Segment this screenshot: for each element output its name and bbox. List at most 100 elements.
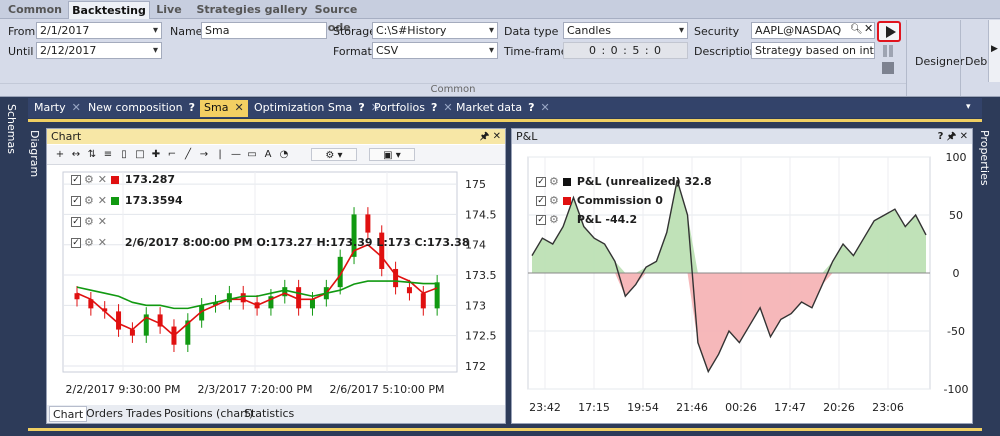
properties-side-tab[interactable]: Properties bbox=[978, 130, 991, 186]
hline-icon[interactable]: — bbox=[231, 149, 241, 160]
name-label: Name bbox=[170, 25, 203, 38]
legend-checkbox[interactable]: ✓ bbox=[536, 177, 546, 187]
tabs-dropdown-icon[interactable]: ▾ bbox=[966, 102, 971, 112]
diagram-side-tab[interactable]: Diagram bbox=[28, 130, 41, 178]
bottom-tab-chart[interactable]: Chart bbox=[49, 406, 88, 422]
legend-gear-icon[interactable]: ⚙ bbox=[549, 213, 559, 226]
legend-gear-icon[interactable]: ⚙ bbox=[549, 175, 559, 188]
doc-tab-market-data[interactable]: Market data? ✕ bbox=[456, 100, 550, 117]
legend-checkbox[interactable]: ✓ bbox=[71, 238, 81, 248]
comment-icon[interactable]: □ bbox=[135, 149, 145, 160]
settings-dropdown-icon[interactable]: ⚙ ▾ bbox=[311, 148, 357, 161]
x-tick-label: 23:06 bbox=[872, 401, 904, 414]
arrow-tool-icon[interactable]: → bbox=[199, 149, 209, 160]
start-button[interactable] bbox=[877, 21, 901, 42]
schemas-side-tab[interactable]: Schemas bbox=[5, 104, 18, 154]
legend-gear-icon[interactable]: ⚙ ✕ bbox=[84, 194, 107, 207]
candle-body bbox=[365, 214, 371, 233]
text-tool-icon[interactable]: A bbox=[264, 149, 272, 160]
ribbon-tab-source-code[interactable]: Source code bbox=[314, 3, 358, 34]
bottom-tab-trades[interactable]: Trades bbox=[126, 407, 162, 420]
legend-checkbox[interactable]: ✓ bbox=[71, 196, 81, 206]
legend-label: P&L (unrealized) bbox=[576, 175, 681, 188]
format-label: Format bbox=[333, 45, 372, 58]
doc-tab-marty[interactable]: Marty ✕ bbox=[34, 100, 81, 117]
legend-checkbox[interactable]: ✓ bbox=[71, 175, 81, 185]
from-date-picker[interactable]: 2/1/2017 bbox=[36, 22, 162, 39]
legend-checkbox[interactable]: ✓ bbox=[536, 196, 546, 206]
pl-panel-controls-icon[interactable]: ? 🖈︎ ✕ bbox=[937, 131, 968, 142]
legend-checkbox[interactable]: ✓ bbox=[536, 215, 546, 225]
help-icon[interactable]: ? bbox=[358, 101, 365, 114]
ribbon-scroll-right[interactable]: ▶ bbox=[988, 20, 1000, 82]
bottom-tab-positions-chart-[interactable]: Positions (chart) bbox=[164, 407, 254, 420]
close-tab-icon[interactable]: ✕ bbox=[540, 101, 550, 114]
x-tick-label: 17:47 bbox=[774, 401, 806, 414]
plot-area bbox=[62, 171, 458, 373]
chart-panel: Chart 🖈︎ ✕ + ↔ ⇅ ≡ ▯ □ ✚ ⌐ ╱ → | — ▭ A ◔ ⚙ ▾ ▣ ▾ 175 174.… bbox=[46, 128, 506, 424]
doc-tab-portfolios[interactable]: Portfolios? ✕ bbox=[374, 100, 453, 117]
doc-tab-sma[interactable]: Sma ✕ bbox=[200, 100, 248, 117]
legend-gear-icon[interactable]: ⚙ bbox=[549, 194, 559, 207]
vline-icon[interactable]: | bbox=[218, 149, 222, 160]
storage-select[interactable]: C:\S#History bbox=[372, 22, 498, 39]
ribbon-tab-live[interactable]: Live bbox=[156, 3, 182, 16]
until-date-picker[interactable]: 2/12/2017 bbox=[36, 42, 162, 59]
legend-gear-icon[interactable]: ⚙ ✕ bbox=[84, 173, 107, 186]
close-tab-icon[interactable]: ✕ bbox=[234, 101, 244, 114]
pause-icon[interactable] bbox=[882, 45, 894, 57]
name-input[interactable]: Sma bbox=[201, 22, 327, 39]
legend-value: 173.3594 bbox=[124, 194, 183, 207]
swap-icon[interactable]: ⇅ bbox=[87, 149, 97, 160]
close-tab-icon[interactable]: ✕ bbox=[443, 101, 453, 114]
y-tick-label: 172 bbox=[465, 360, 486, 373]
zoom-icon[interactable]: ↔ bbox=[71, 149, 81, 160]
debug-button[interactable]: Deb bbox=[965, 55, 988, 68]
legend-label: Commission bbox=[576, 194, 652, 207]
close-tab-icon[interactable]: ✕ bbox=[370, 101, 380, 114]
chart-legend-row: ✓ ⚙ ✕ 2/6/2017 8:00:00 PM O:173.27 H:173.3… bbox=[71, 236, 469, 249]
save-dropdown-icon[interactable]: ▣ ▾ bbox=[369, 148, 415, 161]
clear-icon[interactable]: ✕ bbox=[864, 22, 874, 35]
bottom-tab-statistics[interactable]: Statistics bbox=[244, 407, 295, 420]
cross-icon[interactable]: + bbox=[55, 149, 65, 160]
security-input[interactable]: AAPL@NASDAQ bbox=[751, 22, 875, 39]
doc-tab-optimization-sma[interactable]: Optimization Sma? ✕ bbox=[254, 100, 380, 117]
designer-button[interactable]: Designer bbox=[915, 55, 965, 68]
line-tool-icon[interactable]: ╱ bbox=[184, 149, 192, 160]
help-icon[interactable]: ? bbox=[430, 101, 438, 114]
close-tab-icon[interactable]: ✕ bbox=[71, 101, 81, 114]
candle-body bbox=[213, 302, 219, 306]
legend-gear-icon[interactable]: ⚙ ✕ bbox=[84, 215, 107, 228]
ribbon-tab-strategies-gallery[interactable]: Strategies gallery bbox=[196, 3, 308, 16]
crosshair-icon[interactable]: ✚ bbox=[151, 149, 161, 160]
help-icon[interactable]: ? bbox=[188, 101, 195, 114]
pl-chart[interactable]: 100 50 0 -50 -100 23:42 17:15 19:54 21:46 00:26 17… bbox=[512, 145, 972, 423]
description-input[interactable]: Strategy based on intersect bbox=[751, 42, 875, 59]
legend-value: 173.287 bbox=[124, 173, 176, 186]
gauge-icon[interactable]: ◔ bbox=[279, 149, 289, 160]
legend-icon[interactable]: ≡ bbox=[103, 149, 113, 160]
doc-tab-label: New composition bbox=[88, 101, 183, 114]
panel-pin-close-icon[interactable]: 🖈︎ ✕ bbox=[479, 131, 501, 142]
data-type-select[interactable]: Candles bbox=[563, 22, 688, 39]
candlestick-chart[interactable]: 175 174.5 174 173.5 173 172.5 172 2/2/2017 9:30… bbox=[47, 166, 505, 404]
help-icon[interactable]: ? bbox=[528, 101, 535, 114]
ribbon-tab-backtesting[interactable]: Backtesting bbox=[68, 1, 150, 19]
legend-gear-icon[interactable]: ⚙ ✕ bbox=[84, 236, 107, 249]
x-tick-label: 21:46 bbox=[676, 401, 708, 414]
search-icon[interactable]: 🔍︎ bbox=[850, 24, 863, 35]
area-icon[interactable]: ⌐ bbox=[167, 149, 177, 160]
doc-tab-new-composition[interactable]: New composition?✕ bbox=[88, 100, 210, 117]
rect-tool-icon[interactable]: ▭ bbox=[247, 149, 257, 160]
document-tabs: Marty✕New composition?✕Sma✕Optimization … bbox=[28, 98, 982, 118]
bottom-tab-orders[interactable]: Orders bbox=[86, 407, 123, 420]
panel-icon[interactable]: ▯ bbox=[121, 149, 127, 160]
pl-legend-row: ✓ ⚙ Commission 0 bbox=[536, 194, 663, 207]
legend-label: P&L bbox=[576, 213, 602, 226]
legend-checkbox[interactable]: ✓ bbox=[71, 217, 81, 227]
format-select[interactable]: CSV bbox=[372, 42, 498, 59]
stop-icon[interactable] bbox=[882, 62, 894, 74]
timeframe-input[interactable]: 0 : 0 : 5 : 0 bbox=[563, 42, 688, 59]
ribbon-tab-common[interactable]: Common bbox=[8, 3, 62, 16]
